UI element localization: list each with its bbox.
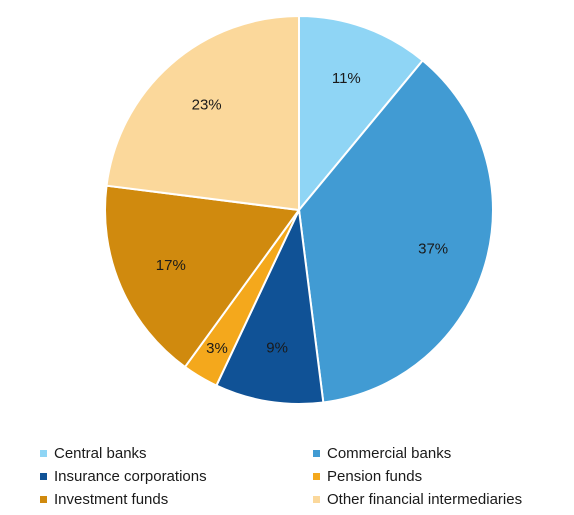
pie-slice-insurance-corporations <box>215 209 325 405</box>
chart-area: 11% 37% 9% 3% 17% 23% <box>104 15 494 405</box>
slice-label-commercial-banks: 37% <box>418 240 448 257</box>
legend-label: Investment funds <box>54 490 169 508</box>
slice-label-insurance-corporations: 9% <box>266 339 288 356</box>
legend-swatch <box>40 472 47 480</box>
pie-slice-other-financial-intermediaries <box>105 15 300 211</box>
legend-label: Other financial intermediaries <box>327 490 523 508</box>
legend-label: Central banks <box>54 444 147 462</box>
pie-slice-investment-funds <box>104 184 300 368</box>
legend-item-investment-funds: Investment funds <box>40 490 313 508</box>
legend-item-insurance-corporations: Insurance corporations <box>40 467 313 485</box>
slice-label-investment-funds: 17% <box>156 257 186 274</box>
legend-label: Insurance corporations <box>54 467 207 485</box>
legend-item-commercial-banks: Commercial banks <box>313 444 574 462</box>
slice-label-central-banks: 11% <box>332 70 361 87</box>
legend-item-central-banks: Central banks <box>40 444 313 462</box>
legend-label: Pension funds <box>327 467 423 485</box>
pie-chart: 11% 37% 9% 3% 17% 23% <box>104 15 494 405</box>
legend-swatch <box>313 495 320 503</box>
legend-swatch <box>313 449 320 457</box>
slice-label-other-financial-intermediaries: 23% <box>192 97 222 114</box>
legend-swatch <box>313 472 320 480</box>
legend: Central banks Commercial banks Insurance c… <box>40 444 574 508</box>
slice-label-pension-funds: 3% <box>206 340 228 357</box>
legend-swatch <box>40 449 47 457</box>
legend-item-other-financial-intermediaries: Other financial intermediaries <box>313 490 574 508</box>
legend-swatch <box>40 495 47 503</box>
legend-item-pension-funds: Pension funds <box>313 467 574 485</box>
legend-label: Commercial banks <box>327 444 452 462</box>
pie-slice-central-banks <box>298 15 424 211</box>
pie-slice-commercial-banks <box>298 59 494 404</box>
